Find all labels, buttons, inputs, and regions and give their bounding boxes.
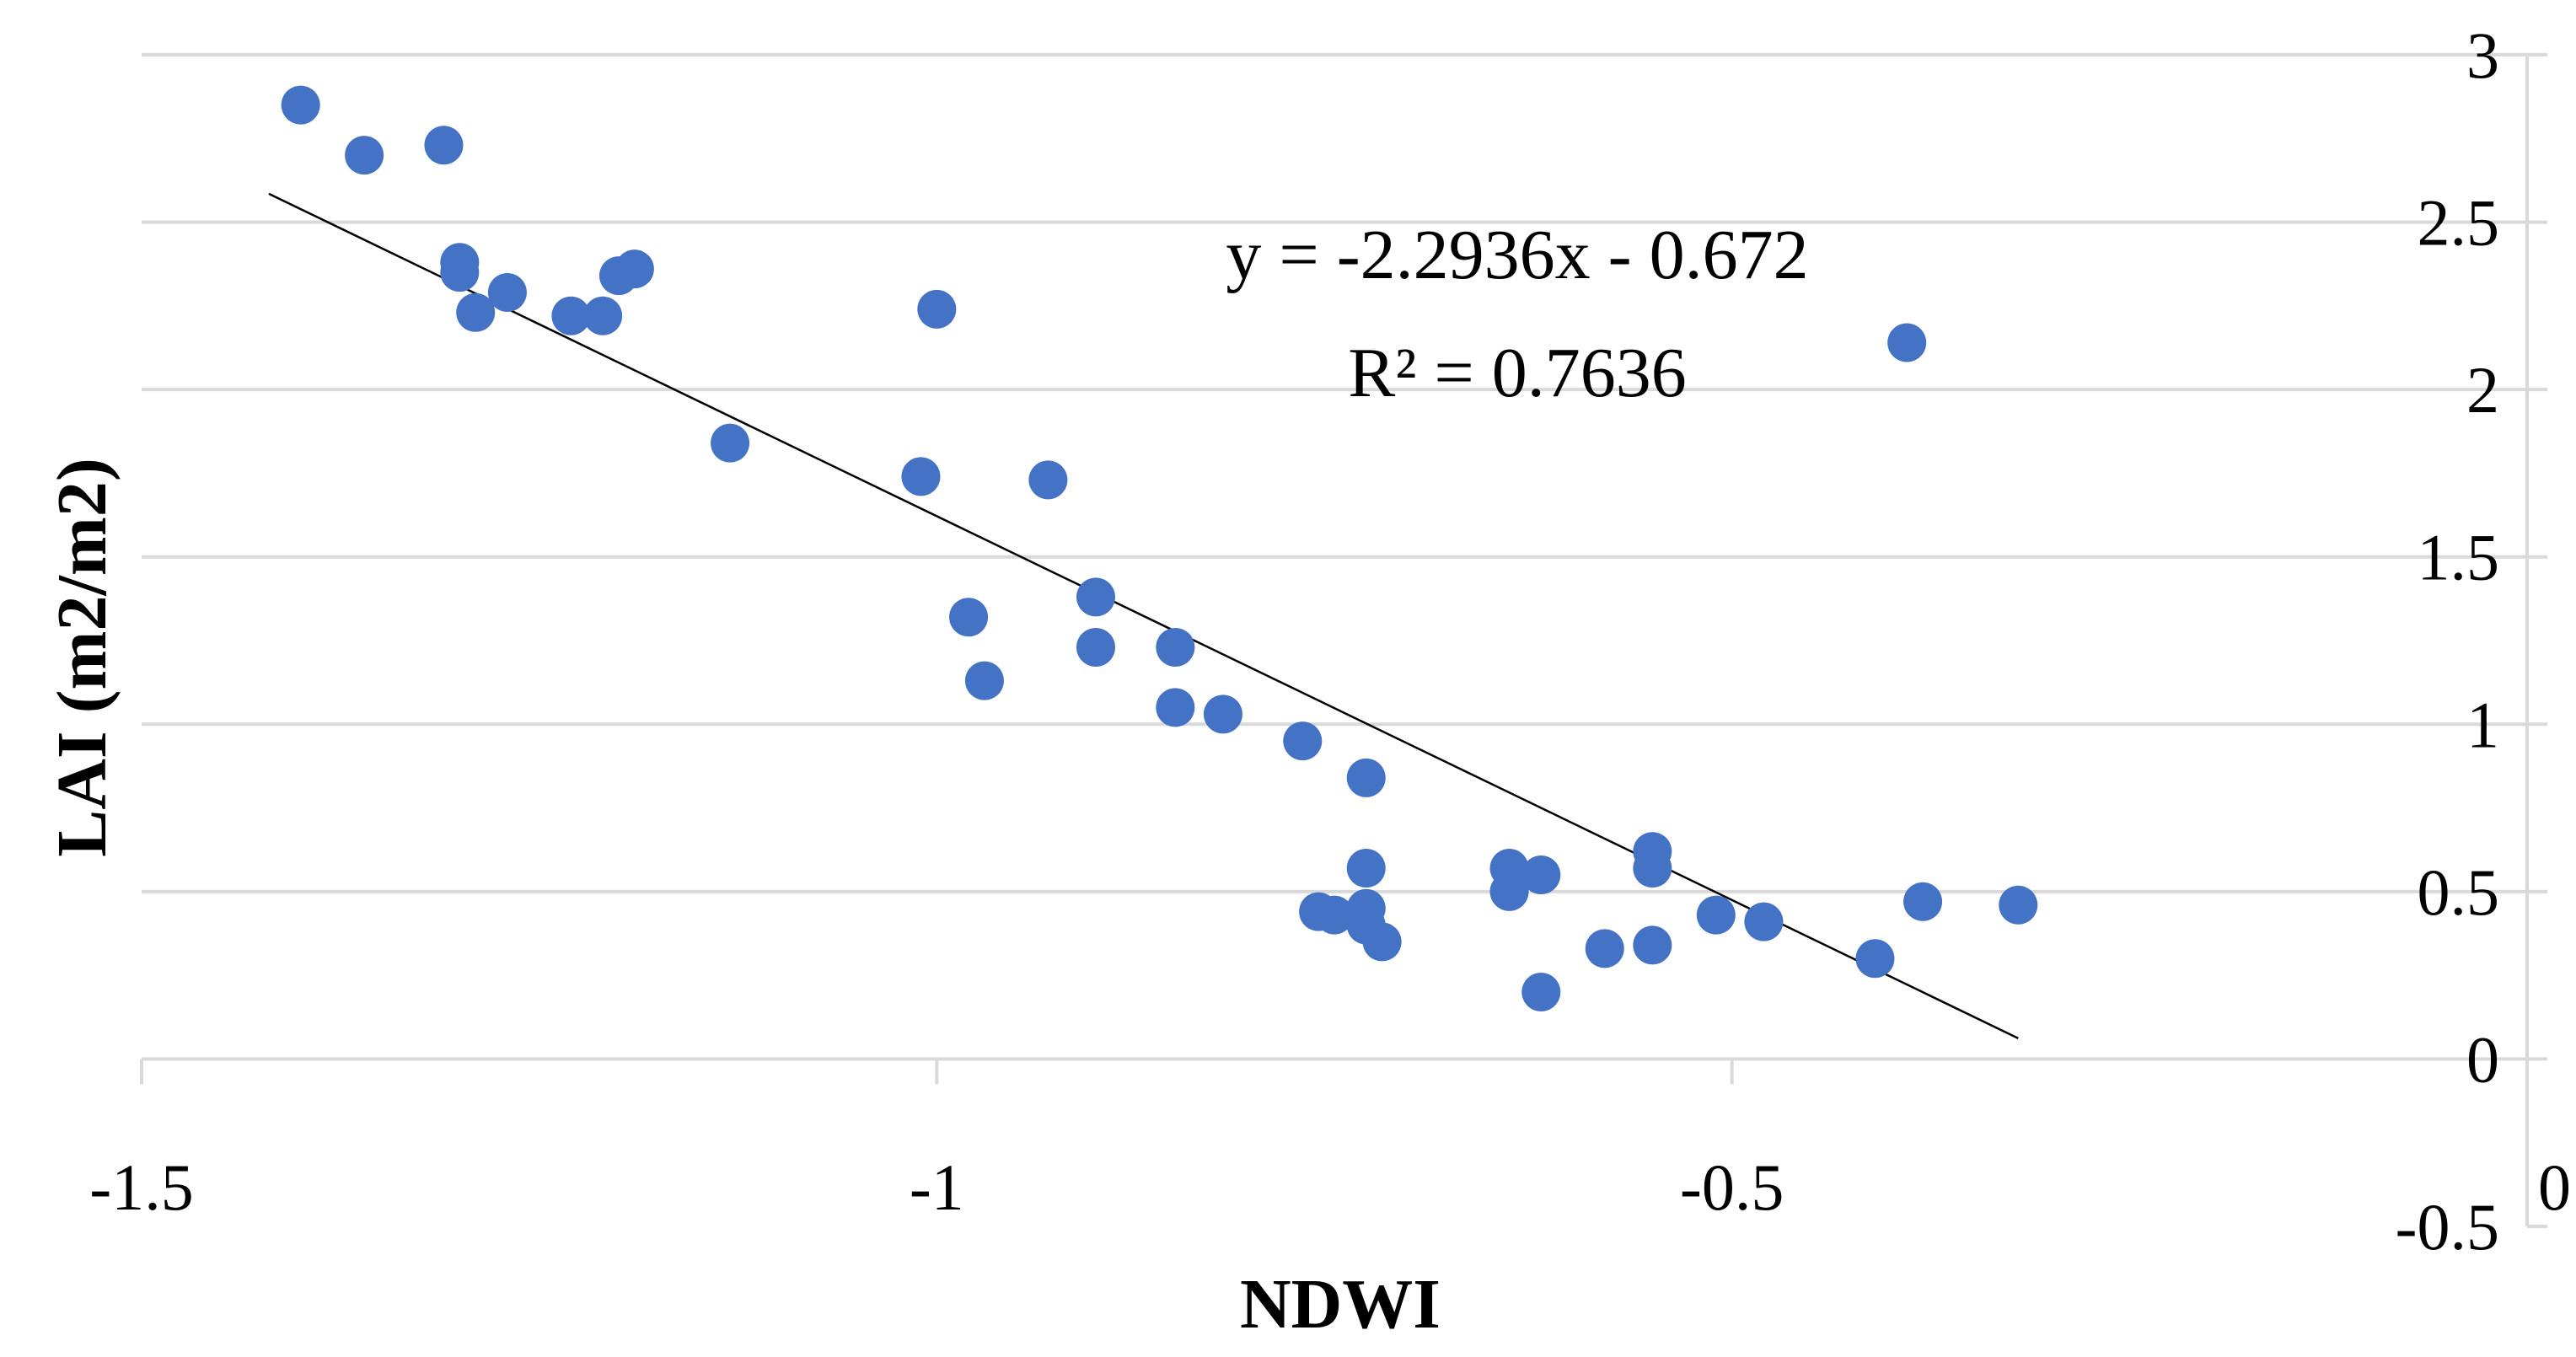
- data-point-12: [901, 457, 941, 496]
- x-tick-label-1: -1: [910, 1150, 964, 1224]
- data-point-39: [1744, 902, 1784, 941]
- data-point-42: [1903, 882, 1943, 921]
- data-point-4: [440, 253, 480, 292]
- y-tick-label-3: 1.5: [2418, 521, 2500, 594]
- data-point-10: [614, 249, 654, 289]
- y-axis-title: LAI (m2/m2): [43, 458, 121, 857]
- x-axis-title: NDWI: [1240, 1265, 1441, 1344]
- data-point-22: [1283, 721, 1323, 761]
- data-point-8: [583, 296, 623, 335]
- trendline: [268, 192, 2019, 1039]
- x-axis-tick-labels: -1.5 -1 -0.5 0: [89, 1150, 2571, 1224]
- x-tick-label-0: -1.5: [89, 1150, 193, 1224]
- data-point-11: [711, 423, 750, 463]
- data-point-32: [1521, 856, 1561, 894]
- trendline-group: [268, 192, 2019, 1039]
- data-point-41: [1887, 323, 1927, 362]
- data-point-1: [345, 136, 384, 175]
- trendline-equation: y = -2.2936x - 0.672: [1226, 216, 1808, 294]
- data-point-5: [456, 292, 496, 332]
- data-point-31: [1489, 872, 1529, 911]
- data-points: [281, 85, 2038, 1011]
- trendline-r-squared: R² = 0.7636: [1348, 334, 1687, 412]
- data-point-6: [487, 272, 527, 312]
- data-point-34: [1585, 929, 1624, 968]
- data-point-27: [1362, 922, 1402, 962]
- data-point-16: [1028, 460, 1068, 500]
- x-tick-label-2: -0.5: [1680, 1150, 1784, 1224]
- data-point-24: [1346, 849, 1386, 888]
- data-point-20: [1156, 688, 1195, 727]
- data-point-36: [1633, 832, 1672, 872]
- grid-lines: [142, 53, 2527, 1061]
- y-tick-label-2: 2: [2466, 353, 2499, 426]
- data-point-19: [1156, 627, 1195, 667]
- y-tick-label-0: 3: [2466, 19, 2499, 92]
- data-point-38: [1696, 895, 1736, 935]
- x-tick-label-3: 0: [2538, 1150, 2571, 1224]
- data-point-21: [1203, 695, 1242, 734]
- y-axis-tick-labels: 3 2.5 2 1.5 1 0.5 0 -0.5: [2396, 19, 2499, 1263]
- data-point-14: [949, 598, 989, 637]
- data-point-29: [1299, 892, 1339, 931]
- data-point-13: [917, 289, 957, 329]
- data-point-0: [281, 85, 320, 125]
- data-point-23: [1346, 758, 1386, 797]
- data-point-15: [964, 661, 1004, 700]
- data-point-17: [1076, 577, 1115, 617]
- axes: [140, 53, 2547, 1228]
- data-point-37: [1633, 925, 1672, 965]
- y-tick-label-4: 1: [2466, 688, 2499, 761]
- y-tick-label-5: 0.5: [2418, 856, 2500, 929]
- y-tick-label-6: 0: [2466, 1022, 2499, 1096]
- data-point-18: [1076, 627, 1115, 667]
- data-point-43: [1999, 885, 2038, 925]
- y-tick-label-1: 2.5: [2418, 186, 2500, 260]
- data-point-40: [1855, 939, 1895, 979]
- y-tick-label-7: -0.5: [2396, 1190, 2499, 1263]
- data-point-7: [551, 296, 591, 335]
- data-point-2: [424, 126, 464, 165]
- data-point-33: [1521, 973, 1561, 1011]
